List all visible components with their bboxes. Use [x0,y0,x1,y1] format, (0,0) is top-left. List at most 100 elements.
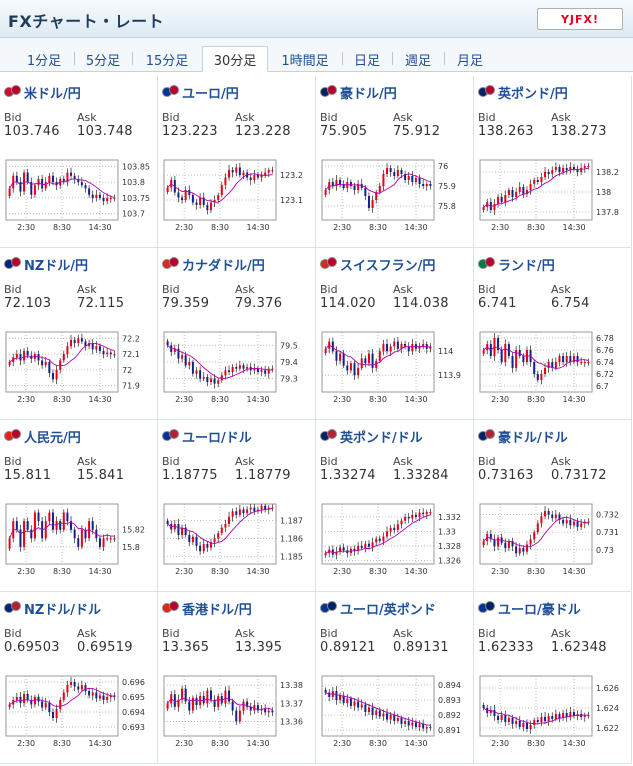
bid-label: Bid [320,111,338,124]
candle-up [533,532,536,540]
candle-up [569,712,572,717]
bid-label: Bid [162,111,180,124]
tab-7[interactable]: 週足 [392,46,444,72]
pair-title-link[interactable]: 豪ドル/ドル [478,427,568,446]
candle-down [84,341,87,347]
candle-up [349,363,352,371]
pair-name: カナダドル/円 [182,258,265,274]
bid-label: Bid [478,283,496,296]
pair-title-link[interactable]: 豪ドル/円 [320,83,397,102]
price-chart[interactable]: 13.38 13.37 13.36 2:30 8:30 14:30 [162,674,312,754]
pair-title-link[interactable]: ランド/円 [478,255,555,274]
tab-1[interactable]: 1分足 [26,53,62,69]
tab-5[interactable]: 1時間足 [281,53,329,69]
candle-up [177,699,180,707]
tab-6[interactable]: 日足 [342,46,392,72]
candle-up [411,514,414,519]
flag-icon [4,85,22,99]
price-chart[interactable]: 6.78 6.76 6.74 6.72 6.7 2:30 8:30 14:30 [478,330,628,410]
ask-value: 103.748 [77,124,133,139]
bid-value: 6.741 [478,296,517,311]
candle-up [95,194,98,198]
tab-8[interactable]: 月足 [444,46,496,72]
price-chart[interactable]: 138.2 138 137.8 2:30 8:30 14:30 [478,158,628,238]
candle-up [544,511,547,517]
candlestick-chart: 13.38 13.37 13.36 2:30 8:30 14:30 [163,675,303,748]
candle-down [177,524,180,535]
candle-up [533,180,536,184]
tab-4[interactable]: 30分足 [202,46,268,72]
tab-3[interactable]: 15分足 [132,46,202,72]
candle-up [525,190,528,194]
candle-up [8,362,11,365]
candle-up [360,704,363,708]
price-chart[interactable]: 103.85 103.8 103.75 103.7 2:30 8:30 14:30 [4,158,154,238]
candle-up [191,536,194,543]
pair-title-link[interactable]: NZドル/ドル [4,599,101,618]
candle-down [400,170,403,174]
pair-title-link[interactable]: 英ポンド/ドル [320,427,423,446]
pair-title-link[interactable]: 英ポンド/円 [478,83,568,102]
y-tick-label: 6.78 [596,334,614,343]
pair-title-link[interactable]: 米ドル/円 [4,83,81,102]
candle-up [267,170,270,173]
pair-name: ユーロ/ドル [182,430,252,446]
candle-down [342,184,345,188]
candle-up [382,344,385,352]
price-chart[interactable]: 123.2 123.1 2:30 8:30 14:30 [162,158,312,238]
price-chart[interactable]: 79.5 79.4 79.3 2:30 8:30 14:30 [162,330,312,410]
candle-up [44,362,47,366]
y-tick-label: 103.7 [122,210,145,219]
price-chart[interactable]: 72.2 72.1 72 71.9 2:30 8:30 14:30 [4,330,154,410]
pair-title-link[interactable]: ユーロ/豪ドル [478,599,581,618]
candle-up [583,166,586,168]
pair-title-link[interactable]: ユーロ/円 [162,83,239,102]
y-tick-label: 103.85 [122,162,150,171]
price-chart[interactable]: 0.696 0.695 0.694 0.693 2:30 8:30 14:30 [4,674,154,754]
candle-down [256,175,259,178]
price-chart[interactable]: 1.626 1.624 1.622 2:30 8:30 14:30 [478,674,628,754]
price-chart[interactable]: 1.187 1.186 1.185 2:30 8:30 14:30 [162,502,312,582]
candle-up [106,197,109,202]
pair-title-link[interactable]: 人民元/円 [4,427,81,446]
candle-down [19,697,22,703]
price-chart[interactable]: 0.894 0.893 0.892 0.891 2:30 8:30 14:30 [320,674,470,754]
pair-title-link[interactable]: カナダドル/円 [162,255,265,274]
price-chart[interactable]: 1.332 1.33 1.328 1.326 2:30 8:30 14:30 [320,502,470,582]
x-tick-label: 2:30 [17,395,35,404]
price-chart[interactable]: 114 113.9 2:30 8:30 14:30 [320,330,470,410]
price-chart[interactable]: 15.82 15.8 2:30 8:30 14:30 [4,502,154,582]
pair-name: 英ポンド/ドル [340,430,423,446]
candle-up [238,509,241,515]
candle-up [529,539,532,545]
timeframe-tabs: 1分足 5分足 15分足 30分足 1時間足 日足 週足 月足 [0,38,633,72]
x-tick-label: 8:30 [369,395,387,404]
candle-up [360,358,363,368]
price-chart[interactable]: 0.732 0.731 0.73 2:30 8:30 14:30 [478,502,628,582]
yjfx-logo[interactable]: YJFX! [537,8,623,30]
candle-up [346,698,349,703]
y-tick-label: 1.187 [280,516,303,525]
candle-up [271,368,274,370]
candle-up [62,354,65,361]
candle-up [525,544,528,552]
candle-down [51,373,54,380]
pair-title-link[interactable]: ユーロ/ドル [162,427,252,446]
quote-flag-icon [169,429,179,439]
tab-2[interactable]: 5分足 [74,46,132,72]
candle-down [195,697,198,706]
candle-up [429,727,432,729]
candle-down [88,691,91,696]
candle-down [73,682,76,687]
pair-title-link[interactable]: ユーロ/英ポンド [320,599,436,618]
y-tick-label: 71.9 [122,382,140,391]
candle-up [587,166,590,168]
price-chart[interactable]: 76 75.9 75.8 2:30 8:30 14:30 [320,158,470,238]
pair-title-link[interactable]: スイスフラン/円 [320,255,435,274]
candle-up [181,527,184,535]
y-tick-label: 0.894 [438,681,461,690]
pair-title-link[interactable]: NZドル/円 [4,255,88,274]
quote-flag-icon [327,85,337,95]
candle-down [191,362,194,374]
pair-title-link[interactable]: 香港ドル/円 [162,599,252,618]
